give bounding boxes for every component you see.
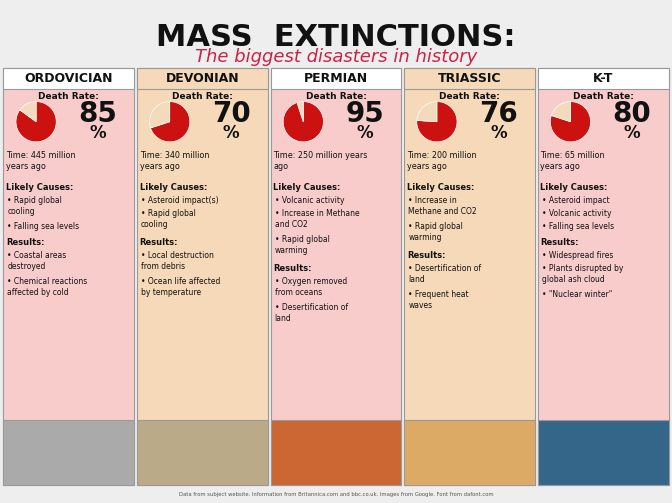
Text: Time: 65 million
years ago: Time: 65 million years ago: [540, 151, 605, 171]
Text: • Local destruction
from debris: • Local destruction from debris: [141, 251, 214, 271]
Text: ORDOVICIAN: ORDOVICIAN: [25, 72, 113, 85]
Wedge shape: [16, 102, 56, 142]
Text: DEVONIAN: DEVONIAN: [165, 72, 239, 85]
Text: • Asteroid impact(s): • Asteroid impact(s): [141, 196, 218, 205]
Text: • Rapid global
warming: • Rapid global warming: [408, 222, 463, 242]
Text: • Desertification of
land: • Desertification of land: [408, 264, 481, 284]
Wedge shape: [283, 102, 323, 142]
Text: %: %: [624, 124, 640, 142]
Text: %: %: [356, 124, 373, 142]
Text: • Rapid global
cooling: • Rapid global cooling: [141, 209, 196, 229]
Text: Results:: Results:: [6, 238, 44, 247]
Text: • Oxygen removed
from oceans: • Oxygen removed from oceans: [275, 277, 347, 297]
Text: Death Rate:: Death Rate:: [38, 92, 99, 101]
Wedge shape: [150, 102, 170, 128]
Wedge shape: [151, 102, 190, 142]
Text: 95: 95: [345, 100, 384, 128]
Text: Likely Causes:: Likely Causes:: [140, 183, 207, 192]
Text: Time: 200 million
years ago: Time: 200 million years ago: [407, 151, 476, 171]
Text: PERMIAN: PERMIAN: [304, 72, 368, 85]
Wedge shape: [551, 102, 571, 122]
Text: • Falling sea levels: • Falling sea levels: [7, 222, 79, 231]
Text: Death Rate:: Death Rate:: [172, 92, 233, 101]
Text: • Falling sea levels: • Falling sea levels: [542, 222, 614, 231]
Text: • Asteroid impact: • Asteroid impact: [542, 196, 610, 205]
Text: • Volcanic activity: • Volcanic activity: [542, 209, 612, 218]
Text: Time: 250 million years
ago: Time: 250 million years ago: [274, 151, 368, 171]
Text: • Coastal areas
destroyed: • Coastal areas destroyed: [7, 251, 67, 271]
Text: Death Rate:: Death Rate:: [573, 92, 634, 101]
Text: • Volcanic activity: • Volcanic activity: [275, 196, 344, 205]
Text: • Rapid global
cooling: • Rapid global cooling: [7, 196, 62, 216]
Text: Death Rate:: Death Rate:: [439, 92, 500, 101]
Text: • "Nuclear winter": • "Nuclear winter": [542, 290, 612, 299]
Text: TRIASSIC: TRIASSIC: [438, 72, 501, 85]
Text: • Plants disrupted by
global ash cloud: • Plants disrupted by global ash cloud: [542, 264, 623, 284]
Text: %: %: [223, 124, 239, 142]
Wedge shape: [20, 102, 36, 122]
Text: Results:: Results:: [407, 251, 446, 260]
Text: %: %: [490, 124, 507, 142]
Text: Data from subject website. Information from Britannica.com and bbc.co.uk. Images: Data from subject website. Information f…: [179, 492, 493, 497]
Text: 70: 70: [212, 100, 251, 128]
Text: K-T: K-T: [593, 72, 614, 85]
Text: • Frequent heat
waves: • Frequent heat waves: [408, 290, 469, 310]
Text: Time: 340 million
years ago: Time: 340 million years ago: [140, 151, 209, 171]
Text: MASS  EXTINCTIONS:: MASS EXTINCTIONS:: [157, 23, 515, 52]
Text: 85: 85: [78, 100, 117, 128]
Text: • Increase in Methane
and CO2: • Increase in Methane and CO2: [275, 209, 360, 229]
Text: • Rapid global
warming: • Rapid global warming: [275, 235, 329, 255]
Text: • Widespread fires: • Widespread fires: [542, 251, 613, 260]
Wedge shape: [417, 102, 457, 142]
Text: Likely Causes:: Likely Causes:: [540, 183, 607, 192]
Text: 80: 80: [613, 100, 651, 128]
Wedge shape: [297, 102, 303, 122]
Text: Results:: Results:: [540, 238, 579, 247]
Text: • Ocean life affected
by temperature: • Ocean life affected by temperature: [141, 277, 220, 297]
Text: Time: 445 million
years ago: Time: 445 million years ago: [6, 151, 75, 171]
Text: • Chemical reactions
affected by cold: • Chemical reactions affected by cold: [7, 277, 87, 297]
Text: Likely Causes:: Likely Causes:: [6, 183, 73, 192]
Text: • Increase in
Methane and CO2: • Increase in Methane and CO2: [408, 196, 477, 216]
Text: Death Rate:: Death Rate:: [306, 92, 366, 101]
Wedge shape: [417, 102, 437, 122]
Text: Likely Causes:: Likely Causes:: [274, 183, 341, 192]
Text: %: %: [89, 124, 106, 142]
Text: Results:: Results:: [140, 238, 178, 247]
Wedge shape: [550, 102, 591, 142]
Text: Likely Causes:: Likely Causes:: [407, 183, 474, 192]
Text: • Desertification of
land: • Desertification of land: [275, 303, 347, 323]
Text: Results:: Results:: [274, 264, 312, 273]
Text: 76: 76: [479, 100, 517, 128]
Text: The biggest disasters in history: The biggest disasters in history: [195, 48, 477, 66]
